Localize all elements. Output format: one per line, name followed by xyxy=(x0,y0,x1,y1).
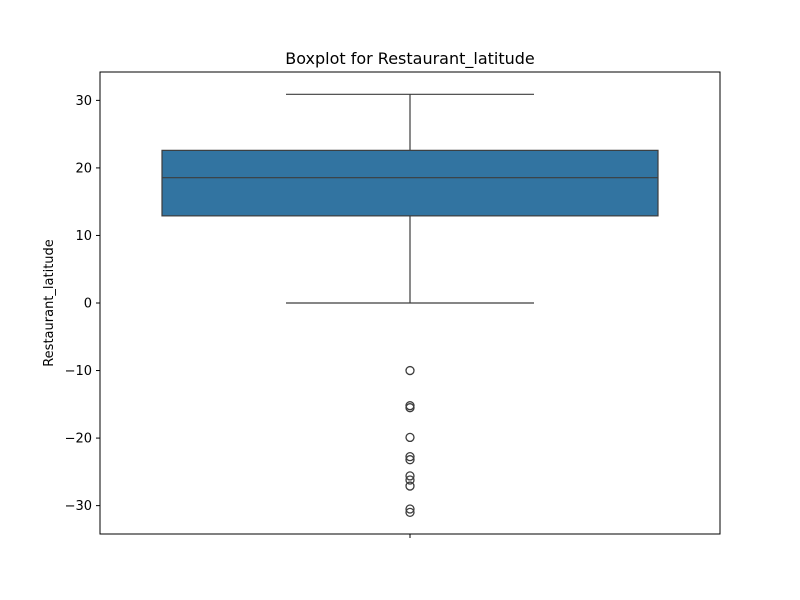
y-tick-label: 0 xyxy=(84,297,92,312)
outlier-point xyxy=(405,475,415,485)
y-tick-label: −20 xyxy=(65,432,92,447)
outlier-point xyxy=(405,481,415,491)
y-tick-label: −30 xyxy=(65,499,92,514)
y-axis-label: Restaurant_latitude xyxy=(42,239,57,367)
outlier-point xyxy=(405,403,415,413)
outlier-point xyxy=(405,455,415,465)
outlier-point xyxy=(405,471,415,481)
y-tick-label: 30 xyxy=(75,94,92,109)
plot-frame xyxy=(99,71,721,535)
iqr-box xyxy=(161,149,659,217)
y-tick-label: 20 xyxy=(75,161,92,176)
y-tick-label: −10 xyxy=(65,364,92,379)
y-tick-label: 10 xyxy=(75,229,92,244)
outlier-point xyxy=(405,504,415,514)
chart-title: Boxplot for Restaurant_latitude xyxy=(285,49,535,69)
outlier-point xyxy=(405,432,415,443)
outlier-point xyxy=(405,365,415,376)
outlier-point xyxy=(405,507,415,518)
outlier-point xyxy=(405,452,415,462)
